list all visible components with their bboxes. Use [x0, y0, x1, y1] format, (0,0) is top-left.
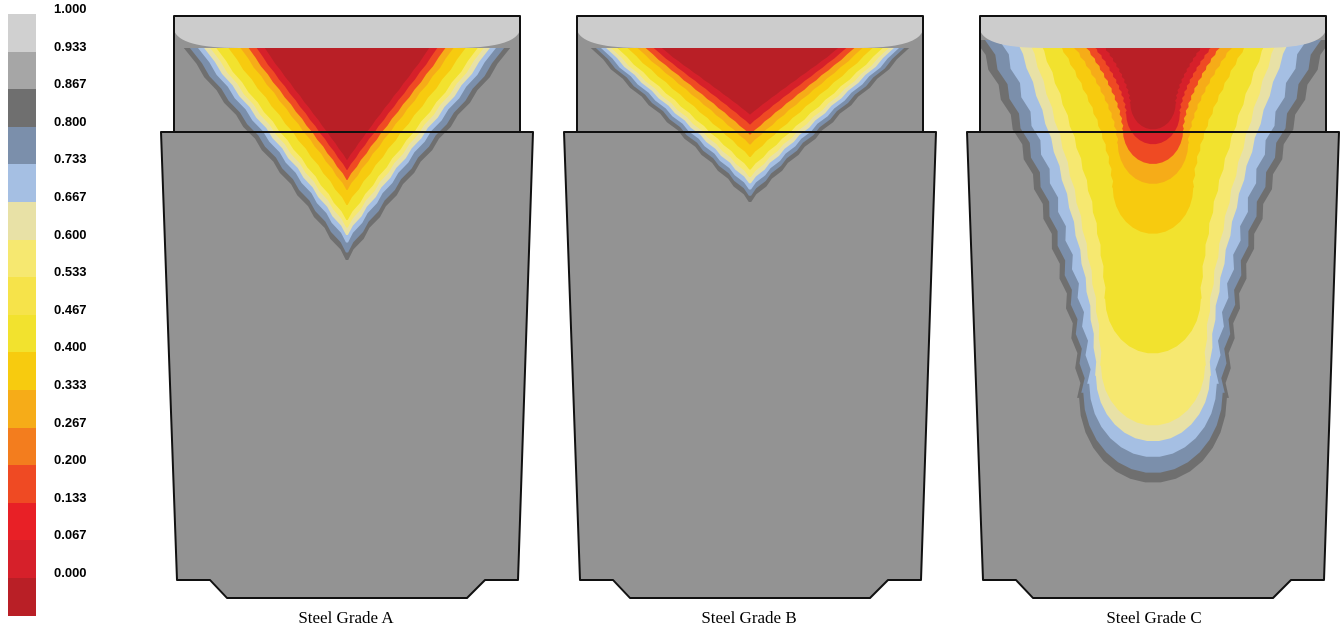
legend-label: 0.933 [54, 40, 87, 54]
legend-label: 0.400 [54, 340, 87, 354]
mould-svg [558, 10, 942, 604]
caption-steel-grade-c: Steel Grade C [1004, 608, 1304, 628]
legend-label: 0.333 [54, 378, 87, 392]
legend-swatch [8, 127, 36, 165]
legend-label: 0.800 [54, 115, 87, 129]
meniscus-cap [577, 16, 923, 48]
legend-swatch [8, 277, 36, 315]
legend-label: 0.667 [54, 190, 87, 204]
legend-swatch [8, 540, 36, 578]
legend-swatch [8, 578, 36, 616]
legend-label: 0.867 [54, 77, 87, 91]
legend-label: 1.000 [54, 2, 87, 16]
legend-label: 0.267 [54, 416, 87, 430]
legend-label: 0.133 [54, 491, 87, 505]
legend-label: 0.067 [54, 528, 87, 542]
meniscus-cap [174, 16, 520, 48]
mould-content [961, 10, 1344, 604]
legend-swatch [8, 52, 36, 90]
legend-swatch [8, 164, 36, 202]
mould-content [155, 10, 539, 604]
legend-swatch [8, 390, 36, 428]
panel-steel-grade-b [558, 10, 942, 604]
legend-swatch [8, 352, 36, 390]
caption-steel-grade-b: Steel Grade B [599, 608, 899, 628]
legend-label: 0.733 [54, 152, 87, 166]
legend-swatch [8, 240, 36, 278]
panel-steel-grade-c [961, 10, 1344, 604]
legend-swatch [8, 202, 36, 240]
legend-swatch [8, 428, 36, 466]
mould-svg [155, 10, 539, 604]
legend-swatch [8, 89, 36, 127]
legend-label: 0.000 [54, 566, 87, 580]
legend-swatch [8, 503, 36, 541]
legend-label: 0.200 [54, 453, 87, 467]
legend-label: 0.533 [54, 265, 87, 279]
legend-swatch [8, 14, 36, 52]
color-legend: 1.000 0.933 0.867 0.800 0.733 0.667 0.600 0.533… [0, 0, 120, 600]
legend-swatch [8, 315, 36, 353]
mould-content [558, 10, 942, 604]
legend-label: 0.600 [54, 228, 87, 242]
caption-steel-grade-a: Steel Grade A [196, 608, 496, 628]
meniscus-cap [980, 16, 1326, 48]
panel-steel-grade-a [155, 10, 539, 604]
mould-svg [961, 10, 1344, 604]
legend-swatch [8, 465, 36, 503]
legend-label: 0.467 [54, 303, 87, 317]
